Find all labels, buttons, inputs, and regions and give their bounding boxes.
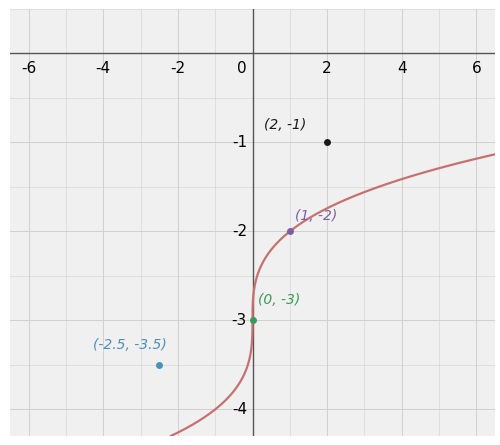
Text: -4: -4 (96, 61, 111, 76)
Text: -1: -1 (232, 135, 247, 150)
Text: (2, -1): (2, -1) (264, 118, 306, 132)
Text: (0, -3): (0, -3) (258, 293, 300, 307)
Text: -4: -4 (232, 402, 247, 417)
Text: 4: 4 (397, 61, 406, 76)
Text: (1, -2): (1, -2) (296, 209, 338, 222)
Text: (-2.5, -3.5): (-2.5, -3.5) (93, 338, 166, 352)
Text: 0: 0 (238, 61, 247, 76)
Text: -6: -6 (21, 61, 36, 76)
Text: -2: -2 (170, 61, 186, 76)
Text: -3: -3 (232, 313, 247, 328)
Text: -2: -2 (232, 224, 247, 239)
Text: 2: 2 (322, 61, 332, 76)
Text: 6: 6 (472, 61, 481, 76)
